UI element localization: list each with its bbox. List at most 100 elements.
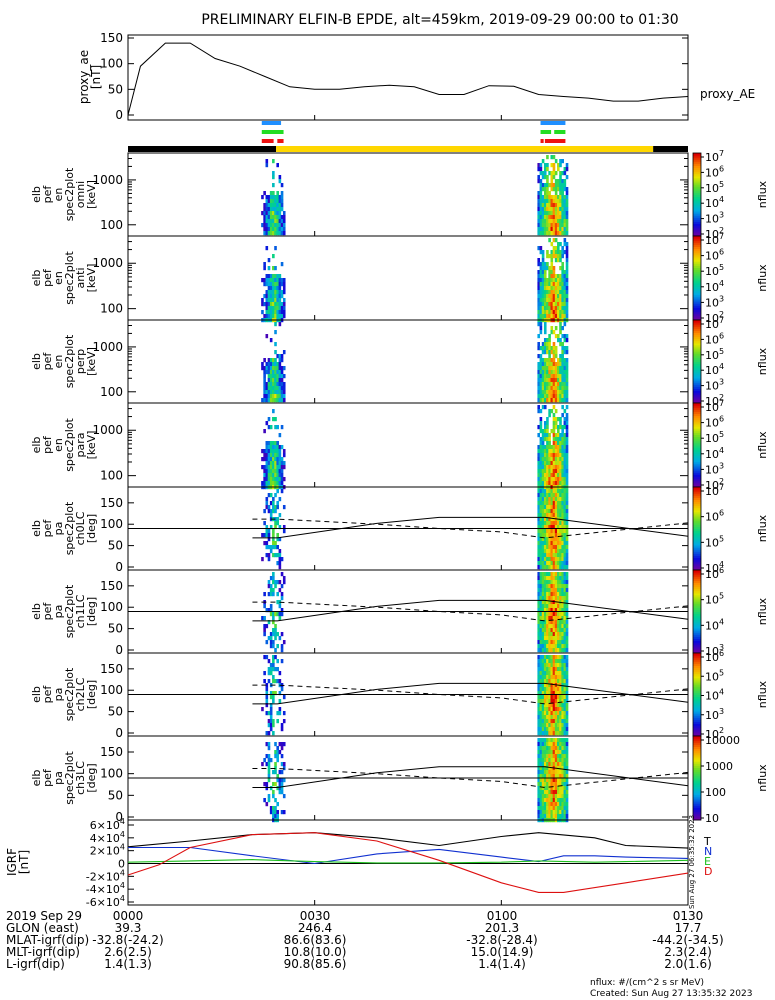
spectro-cell [278, 445, 282, 450]
colorbar-cell [693, 813, 701, 817]
spectro-cell [269, 604, 273, 609]
spectro-cell [552, 378, 556, 383]
spectro-cell [552, 433, 556, 438]
spectro-cell [541, 719, 545, 724]
colorbar-cell [693, 673, 701, 677]
spectro-cell [565, 314, 569, 319]
spectro-cell [559, 322, 562, 327]
spectro-cell [278, 679, 282, 684]
spectro-cell [537, 278, 541, 283]
spectro-cell [565, 207, 569, 212]
spectro-cell [539, 366, 543, 371]
spectro-cell [557, 608, 560, 613]
colorbar-cell [693, 767, 701, 771]
spectro-cell [561, 298, 564, 303]
spectro-cell [278, 457, 282, 462]
spectro-cell [548, 731, 551, 736]
spectro-cell [548, 608, 551, 613]
spectro-cell [550, 330, 554, 335]
spectro-cell [265, 398, 269, 403]
spectro-cell [265, 370, 269, 375]
spectro-cell [548, 810, 551, 815]
spectro-cell [274, 453, 277, 458]
spectro-cell [554, 699, 558, 704]
spectro-cell [550, 580, 554, 585]
spectro-cell [554, 802, 558, 807]
spectro-cell [543, 489, 547, 494]
spectro-cell [557, 386, 560, 391]
spectro-cell [282, 449, 286, 454]
spectro-cell [559, 762, 562, 767]
colorbar-cell [693, 692, 701, 695]
spectro-cell [543, 786, 547, 791]
spectro-cell [274, 461, 277, 466]
y-tick-label: 0 [115, 810, 123, 824]
spectro-cell [272, 282, 275, 287]
spectro-cell [543, 663, 547, 668]
spectro-cell [546, 493, 549, 498]
y-axis-label: [keV] [85, 180, 98, 209]
spectro-cell [276, 215, 279, 220]
spectro-cell [552, 362, 556, 367]
spectro-cell [265, 640, 269, 645]
spectro-cell [557, 461, 560, 466]
spectro-cell [546, 370, 549, 375]
spectro-cell [559, 195, 562, 200]
spectro-cell [265, 687, 269, 692]
spectro-cell [565, 461, 569, 466]
spectro-cell [565, 481, 569, 486]
spectro-cell [539, 537, 543, 542]
spectro-cell [276, 489, 279, 494]
spectro-cell [561, 469, 564, 474]
spectro-cell [539, 584, 543, 589]
spectro-cell [543, 390, 547, 395]
spectro-cell [541, 746, 545, 751]
spectro-cell [543, 521, 547, 526]
spectro-cell [539, 648, 543, 653]
spectro-cell [541, 521, 545, 526]
spectro-cell [543, 211, 547, 216]
spectro-cell [559, 659, 562, 664]
spectro-cell [274, 612, 277, 617]
spectro-cell [565, 782, 569, 787]
spectro-cell [557, 533, 560, 538]
spectro-cell [265, 608, 269, 613]
spectro-cell [543, 282, 547, 287]
spectro-cell [267, 766, 271, 771]
spectro-cell [550, 644, 554, 649]
spectro-cell [550, 346, 554, 351]
spectro-cell [269, 513, 273, 518]
spectro-cell [539, 227, 543, 232]
colorbar-cell [693, 476, 701, 480]
spectro-cell [541, 175, 545, 180]
spectro-cell [537, 310, 541, 315]
colorbar-cell [693, 729, 701, 733]
spectro-cell [269, 592, 273, 597]
spectro-cell [561, 620, 564, 625]
spectro-cell [541, 517, 545, 522]
spectro-cell [543, 798, 547, 803]
colorbar-tick-label: 103 [705, 294, 724, 309]
spectro-cell [272, 632, 275, 637]
spectro-cell [546, 505, 549, 510]
spectro-cell [541, 806, 545, 811]
spectro-cell [548, 191, 551, 196]
spectro-cell [541, 266, 545, 271]
spectro-cell [280, 782, 284, 787]
spectro-cell [541, 398, 545, 403]
spectro-cell [565, 588, 569, 593]
colorbar-cell [693, 570, 701, 573]
spectro-cell [550, 750, 554, 755]
spectro-cell [539, 215, 543, 220]
spectro-cell [269, 671, 273, 676]
spectro-cell [276, 477, 279, 482]
spectro-cell [554, 774, 558, 779]
spectro-cell [552, 342, 556, 347]
spectro-cell [267, 754, 271, 759]
spectro-cell [539, 687, 543, 692]
spectro-cell [539, 219, 543, 224]
spectro-cell [559, 441, 562, 446]
spectro-cell [557, 179, 560, 184]
spectro-cell [280, 461, 284, 466]
spectro-cell [274, 223, 277, 228]
